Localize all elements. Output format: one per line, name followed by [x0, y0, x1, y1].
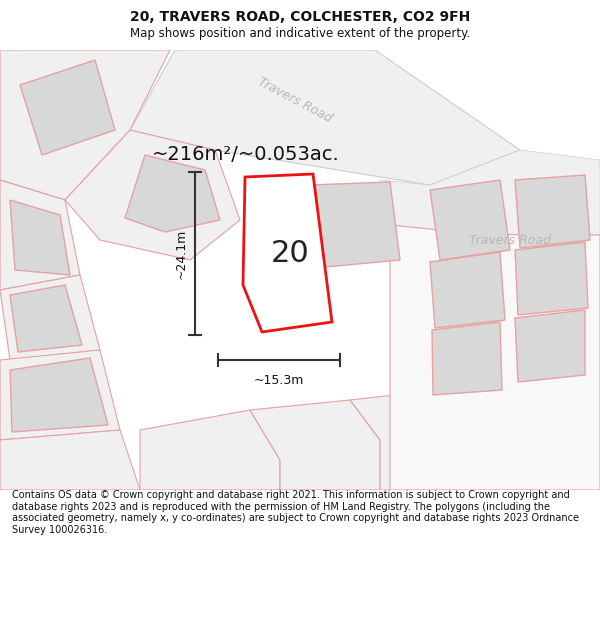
Text: ~24.1m: ~24.1m [175, 228, 187, 279]
Polygon shape [65, 130, 240, 260]
Polygon shape [130, 50, 520, 185]
Polygon shape [10, 200, 70, 275]
Text: 20: 20 [271, 239, 310, 268]
Polygon shape [380, 150, 600, 235]
Polygon shape [0, 50, 170, 200]
Text: ~15.3m: ~15.3m [254, 374, 304, 386]
Polygon shape [250, 400, 380, 490]
Text: ~216m²/~0.053ac.: ~216m²/~0.053ac. [152, 146, 340, 164]
Text: 20, TRAVERS ROAD, COLCHESTER, CO2 9FH: 20, TRAVERS ROAD, COLCHESTER, CO2 9FH [130, 10, 470, 24]
Polygon shape [430, 180, 510, 260]
Polygon shape [140, 410, 280, 490]
Polygon shape [243, 174, 332, 332]
Polygon shape [515, 242, 588, 315]
Polygon shape [515, 310, 585, 382]
Polygon shape [390, 225, 600, 490]
Polygon shape [0, 430, 140, 490]
Polygon shape [432, 322, 502, 395]
Polygon shape [0, 275, 100, 360]
Polygon shape [125, 155, 220, 232]
Polygon shape [10, 285, 82, 352]
Text: Travers Road: Travers Road [256, 75, 334, 125]
Polygon shape [430, 252, 505, 328]
Text: Contains OS data © Crown copyright and database right 2021. This information is : Contains OS data © Crown copyright and d… [12, 490, 579, 535]
Polygon shape [350, 390, 460, 490]
Text: Travers Road: Travers Road [469, 234, 551, 246]
Polygon shape [0, 350, 120, 440]
Polygon shape [0, 180, 80, 290]
Text: Map shows position and indicative extent of the property.: Map shows position and indicative extent… [130, 27, 470, 40]
Polygon shape [310, 182, 400, 268]
Polygon shape [20, 60, 115, 155]
Polygon shape [10, 358, 108, 432]
Polygon shape [515, 175, 590, 248]
